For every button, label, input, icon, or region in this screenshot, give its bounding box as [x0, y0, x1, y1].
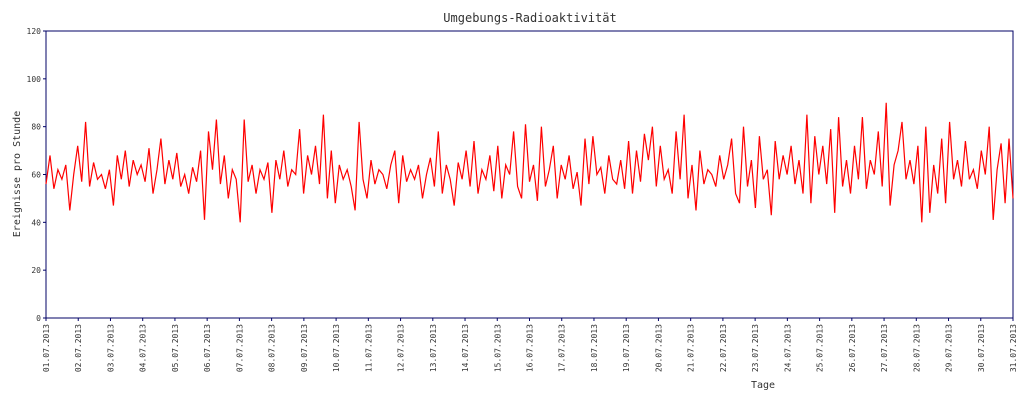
x-tick-label: 15.07.2013 [493, 324, 502, 372]
y-tick-label: 80 [31, 123, 41, 132]
x-tick-label: 14.07.2013 [461, 324, 470, 372]
y-tick-label: 120 [27, 27, 42, 36]
data-line [45, 102, 1014, 223]
x-tick-label: 23.07.2013 [751, 324, 760, 372]
x-tick-label: 30.07.2013 [977, 324, 986, 372]
x-tick-label: 11.07.2013 [364, 324, 373, 372]
y-tick-label: 40 [31, 218, 41, 227]
x-tick-label: 25.07.2013 [816, 324, 825, 372]
x-tick-label: 07.07.2013 [235, 324, 244, 372]
x-tick-label: 09.07.2013 [300, 324, 309, 372]
x-tick-label: 22.07.2013 [719, 324, 728, 372]
x-tick-label: 02.07.2013 [74, 324, 83, 372]
x-tick-label: 05.07.2013 [171, 324, 180, 372]
x-tick-label: 19.07.2013 [622, 324, 631, 372]
x-tick-label: 01.07.2013 [42, 324, 51, 372]
x-tick-label: 18.07.2013 [590, 324, 599, 372]
x-tick-label: 21.07.2013 [687, 324, 696, 372]
x-tick-label: 04.07.2013 [139, 324, 148, 372]
y-tick-label: 60 [31, 171, 41, 180]
x-tick-label: 08.07.2013 [268, 324, 277, 372]
y-axis-label: Ereignisse pro Stunde [12, 111, 23, 237]
x-axis-label: Tage [751, 380, 775, 391]
chart-title: Umgebungs-Radioaktivität [443, 11, 616, 25]
x-tick-label: 10.07.2013 [332, 324, 341, 372]
y-tick-label: 0 [36, 314, 41, 323]
x-tick-label: 31.07.2013 [1009, 324, 1018, 372]
x-tick-label: 20.07.2013 [654, 324, 663, 372]
y-tick-label: 20 [31, 266, 41, 275]
x-tick-label: 16.07.2013 [526, 324, 535, 372]
x-tick-label: 29.07.2013 [945, 324, 954, 372]
x-tick-label: 27.07.2013 [880, 324, 889, 372]
x-tick-label: 26.07.2013 [848, 324, 857, 372]
x-tick-label: 03.07.2013 [106, 324, 115, 372]
x-tick-label: 17.07.2013 [558, 324, 567, 372]
x-tick-label: 28.07.2013 [912, 324, 921, 372]
x-tick-label: 24.07.2013 [783, 324, 792, 372]
x-tick-label: 06.07.2013 [203, 324, 212, 372]
y-tick-label: 100 [27, 75, 42, 84]
x-tick-label: 12.07.2013 [397, 324, 406, 372]
x-tick-label: 13.07.2013 [429, 324, 438, 372]
